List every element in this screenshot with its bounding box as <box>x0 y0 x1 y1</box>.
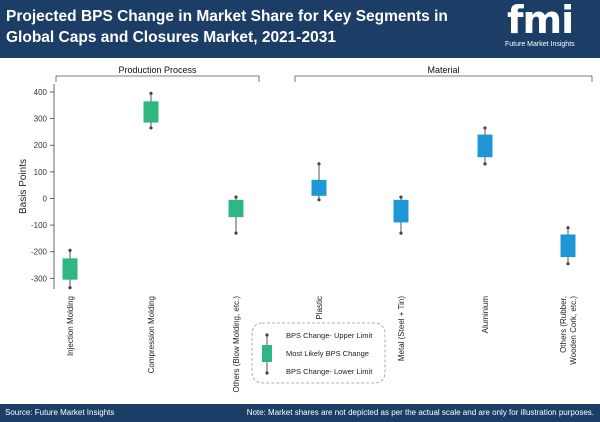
y-tick-label: 0 <box>43 194 48 203</box>
category-label: Injection Molding <box>66 296 75 356</box>
lower-limit-marker <box>234 231 238 235</box>
scale-note: Note: Market shares are not depicted as … <box>246 408 594 417</box>
upper-limit-marker <box>317 162 321 166</box>
likely-change-box <box>393 199 409 223</box>
likely-change-box <box>62 258 78 280</box>
y-tick-label: -100 <box>31 221 48 230</box>
legend-lower-label: BPS Change- Lower Limit <box>286 367 373 376</box>
legend-box-swatch <box>262 345 272 362</box>
y-tick-label: -200 <box>31 248 48 257</box>
lower-limit-marker <box>68 286 72 290</box>
group-label: Production Process <box>118 65 197 75</box>
group-label: Material <box>427 65 459 75</box>
likely-change-box <box>228 199 244 218</box>
y-tick-label: 300 <box>34 115 48 124</box>
likely-change-box <box>143 101 159 123</box>
logo-subtitle: Future Market Insights <box>505 41 575 48</box>
likely-change-box <box>560 234 576 258</box>
category-label: Plastic <box>315 296 324 320</box>
upper-limit-marker <box>149 91 153 95</box>
box-chart: 400 300 200 100 0 -100 -200 -300 Basis Points Pro… <box>18 65 593 393</box>
y-tick-label: 400 <box>34 88 48 97</box>
upper-limit-marker <box>68 248 72 252</box>
group-bracket <box>55 75 260 82</box>
legend-box <box>251 322 386 384</box>
logo-letters: fmi <box>507 0 574 42</box>
category-label: Others (Rubber, <box>559 296 568 353</box>
y-tick-label: 200 <box>34 141 48 150</box>
lower-limit-marker <box>149 126 153 130</box>
fmi-logo: fmi Future Market Insights <box>505 0 597 54</box>
header-bar: Projected BPS Change in Market Share for… <box>0 0 600 58</box>
category-label: Others (Blow Molding, etc.) <box>232 296 241 393</box>
category-label: Wooden Cork, etc.) <box>569 296 578 365</box>
legend-lower-marker <box>265 371 269 375</box>
lower-limit-marker <box>317 198 321 202</box>
category-label: Metal (Steel + Tin) <box>397 296 406 361</box>
y-tick-label: 100 <box>34 168 48 177</box>
likely-change-box <box>477 134 493 158</box>
upper-limit-marker <box>566 226 570 230</box>
lower-limit-marker <box>566 262 570 266</box>
lower-limit-marker <box>399 231 403 235</box>
group-bracket <box>294 75 593 82</box>
legend-upper-marker <box>265 333 269 337</box>
footer-bar: Source: Future Market Insights Note: Mar… <box>0 404 600 422</box>
likely-change-box <box>311 179 327 196</box>
upper-limit-marker <box>483 126 487 130</box>
y-tick-label: -300 <box>31 274 48 283</box>
category-label: Compression Molding <box>147 296 156 373</box>
source-note: Source: Future Market Insights <box>5 408 115 417</box>
chart-title: Projected BPS Change in Market Share for… <box>6 8 448 46</box>
y-axis-label: Basis Points <box>18 159 29 214</box>
upper-limit-marker <box>399 195 403 199</box>
legend-likely-label: Most Likely BPS Change <box>286 349 369 358</box>
upper-limit-marker <box>234 195 238 199</box>
legend-upper-label: BPS Change- Upper Limit <box>286 331 373 340</box>
lower-limit-marker <box>483 162 487 166</box>
category-label: Aluminium <box>481 296 490 334</box>
